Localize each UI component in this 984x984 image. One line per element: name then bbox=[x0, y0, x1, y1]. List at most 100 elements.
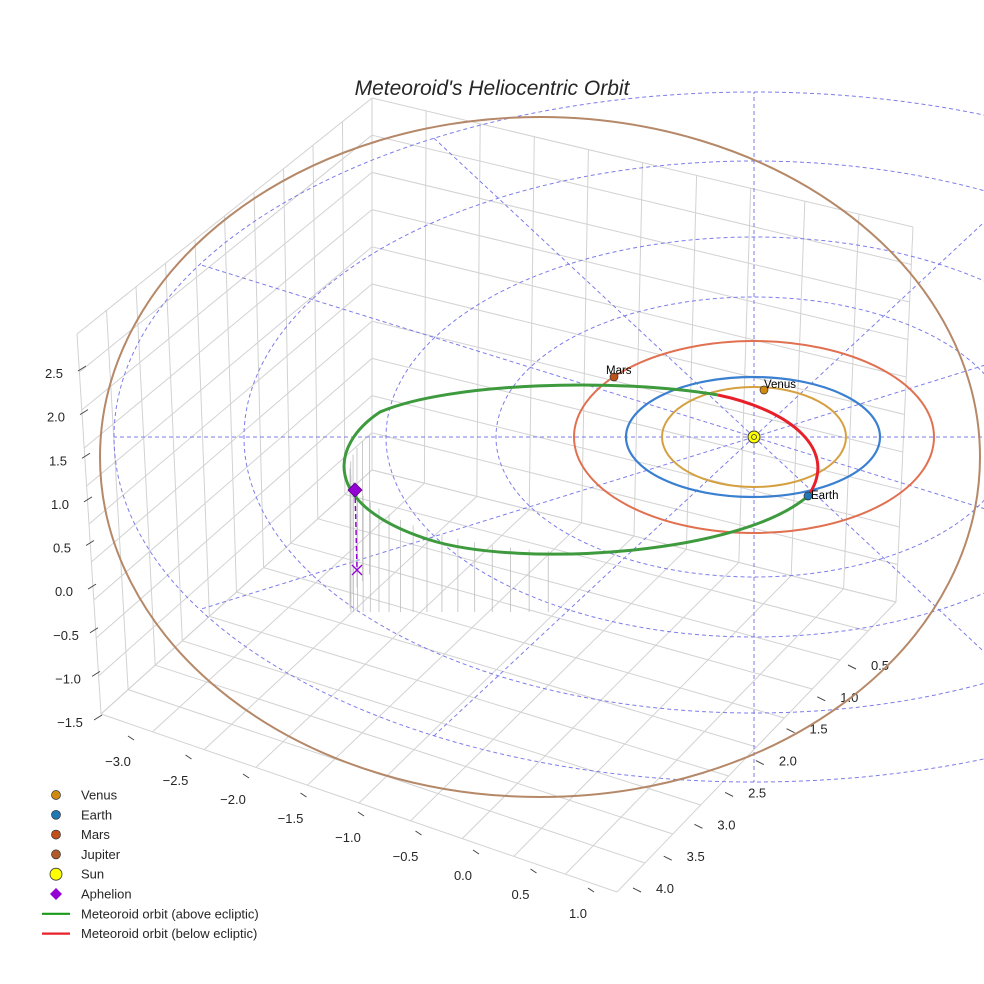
wall-grid-line bbox=[371, 209, 909, 340]
z-tick-label: 2.0 bbox=[47, 410, 65, 425]
z-tick-label: −0.5 bbox=[53, 628, 79, 643]
y-tick-mark bbox=[694, 823, 703, 829]
y-tick-label: 1.5 bbox=[810, 722, 828, 737]
wall-grid-line bbox=[895, 226, 914, 603]
ecliptic-radial bbox=[433, 436, 755, 737]
legend-swatch bbox=[51, 849, 61, 860]
legend-label: Earth bbox=[81, 807, 112, 822]
x-tick-label: −3.0 bbox=[105, 754, 131, 769]
legend-label: Aphelion bbox=[81, 887, 132, 902]
floor-grid-line bbox=[410, 548, 687, 822]
aphelion-marker bbox=[347, 482, 363, 498]
legend-item: Mars bbox=[51, 827, 110, 842]
sun-core bbox=[751, 434, 757, 440]
x-tick-mark bbox=[357, 811, 365, 817]
x-tick-label: −2.5 bbox=[163, 773, 189, 788]
earth-label: Earth bbox=[811, 490, 839, 502]
projection-stems bbox=[349, 434, 549, 612]
z-tick-mark bbox=[87, 583, 97, 590]
legend-label: Jupiter bbox=[81, 847, 121, 862]
wall-grid-line bbox=[79, 134, 373, 373]
y-axis: 0.51.01.52.02.53.03.54.0 bbox=[632, 658, 889, 896]
z-tick-mark bbox=[77, 365, 87, 372]
z-tick-mark bbox=[83, 496, 93, 503]
y-tick-label: 3.5 bbox=[687, 849, 705, 864]
wall-grid-line bbox=[312, 145, 319, 519]
x-axis: −3.0 −2.5 −2.0 −1.5 −1.0 −0.5 0.0 0.5 1.0 bbox=[105, 735, 595, 921]
floor-grid-line bbox=[565, 588, 844, 875]
legend-label: Venus bbox=[81, 788, 118, 803]
y-tick-mark bbox=[817, 696, 826, 702]
floor-grid-line bbox=[263, 567, 785, 719]
wall-grid-line bbox=[86, 246, 373, 487]
x-tick-mark bbox=[415, 830, 422, 836]
wall-grid-line bbox=[371, 134, 912, 265]
x-tick-label: 0.5 bbox=[511, 887, 529, 902]
z-tick-mark bbox=[91, 670, 101, 677]
meteoroid-orbit-above bbox=[342, 383, 809, 556]
ecliptic-ring bbox=[495, 296, 984, 578]
ecliptic-radial bbox=[753, 436, 984, 653]
y-tick-mark bbox=[724, 791, 734, 797]
legend-label: Meteoroid orbit (below ecliptic) bbox=[81, 926, 257, 941]
legend-label: Mars bbox=[81, 827, 110, 842]
floor-grid-line bbox=[513, 575, 792, 857]
sun-marker bbox=[747, 430, 761, 444]
jupiter-orbit bbox=[99, 116, 981, 798]
x-tick-label: −1.0 bbox=[335, 830, 361, 845]
x-tick-label: −0.5 bbox=[393, 849, 419, 864]
wall-grid-line bbox=[371, 171, 910, 303]
z-axis: 2.5 2.0 1.5 1.0 0.5 0.0 −0.5 −1.0 −1.5 bbox=[45, 365, 103, 730]
legend-label: Sun bbox=[81, 867, 104, 882]
wall-grid-line bbox=[790, 201, 806, 576]
x-tick-mark bbox=[127, 735, 135, 741]
z-tick-label: 1.0 bbox=[51, 497, 69, 512]
wall-grid-line bbox=[371, 283, 905, 415]
venus-orbit bbox=[661, 386, 847, 488]
z-tick-label: 0.5 bbox=[53, 541, 71, 556]
x-tick-mark bbox=[530, 868, 537, 874]
y-tick-label: 2.0 bbox=[779, 754, 797, 769]
legend-item: Jupiter bbox=[51, 847, 121, 862]
y-tick-mark bbox=[663, 855, 672, 861]
z-tick-label: −1.5 bbox=[57, 715, 83, 730]
wall-grid-line bbox=[283, 168, 292, 544]
legend-label: Meteoroid orbit (above ecliptic) bbox=[81, 906, 259, 921]
z-tick-mark bbox=[81, 452, 91, 459]
earth-orbit bbox=[624, 375, 882, 499]
z-tick-label: −1.0 bbox=[55, 671, 81, 686]
x-tick-mark bbox=[472, 849, 480, 855]
legend-item: Aphelion bbox=[50, 887, 132, 902]
wall-grid-line bbox=[371, 97, 914, 228]
ecliptic-radial bbox=[753, 221, 984, 438]
x-tick-mark bbox=[300, 792, 307, 798]
floor-grid-line bbox=[616, 601, 897, 893]
z-tick-mark bbox=[79, 409, 89, 416]
floor-grid-line bbox=[290, 542, 813, 690]
x-tick-label: 0.0 bbox=[454, 868, 472, 883]
axes-panes bbox=[76, 97, 914, 893]
ecliptic-radial bbox=[199, 436, 755, 610]
aphelion-projection-mark bbox=[351, 564, 363, 576]
x-tick-mark bbox=[185, 754, 192, 760]
x-tick-label: −2.0 bbox=[220, 792, 246, 807]
wall-grid-line bbox=[253, 192, 265, 568]
aphelion-drop-line bbox=[354, 489, 358, 571]
z-tick-mark bbox=[89, 627, 99, 634]
legend-swatch bbox=[51, 790, 61, 800]
floor-grid-line bbox=[236, 591, 757, 748]
legend-item: Earth bbox=[51, 807, 112, 822]
z-tick-label: 2.5 bbox=[45, 366, 63, 381]
x-tick-mark bbox=[242, 773, 250, 779]
legend-swatch bbox=[50, 888, 62, 900]
y-tick-label: 4.0 bbox=[656, 881, 674, 896]
y-tick-label: 2.5 bbox=[748, 785, 766, 800]
legend-items: Venus Earth Mars Jupiter Sun Aphelion Meteoroi… bbox=[42, 788, 259, 941]
legend-swatch bbox=[51, 829, 61, 840]
legend: Venus Earth Mars Jupiter Sun Aphelion Meteoroi… bbox=[42, 788, 259, 941]
wall-grid-line bbox=[83, 209, 373, 449]
legend-swatch bbox=[51, 809, 61, 820]
wall-grid-line bbox=[738, 188, 752, 563]
wall-grid-line bbox=[843, 214, 860, 589]
legend-item: Meteoroid orbit (above ecliptic) bbox=[42, 906, 259, 921]
